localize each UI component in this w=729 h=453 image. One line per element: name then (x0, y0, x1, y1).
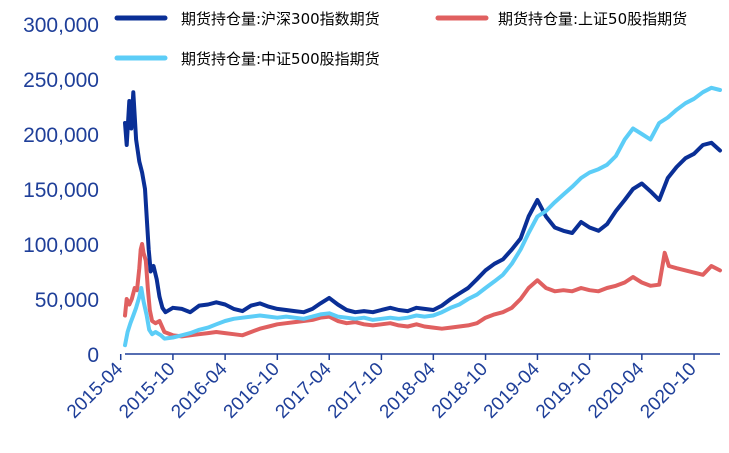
series-line-zz500 (123, 85, 722, 348)
y-tick-label: 200,000 (23, 124, 99, 147)
x-tick-label: 2018-10 (428, 359, 492, 423)
x-axis: 2015-042015-102016-042016-102017-042017-… (63, 353, 720, 423)
y-tick-label: 100,000 (23, 234, 99, 257)
legend-item-zz500: 期货持仓量:中证500股指期货 (114, 50, 380, 68)
legend: 期货持仓量:沪深300指数期货 期货持仓量:上证50股指期货 期货持仓量:中证5… (114, 10, 687, 68)
series-line-hs300 (123, 90, 722, 315)
y-tick-label: 250,000 (23, 69, 99, 92)
legend-label-sz50: 期货持仓量:上证50股指期货 (498, 10, 687, 28)
x-tick-label: 2018-04 (376, 358, 440, 422)
y-tick-label: 300,000 (23, 14, 99, 37)
legend-label-zz500: 期货持仓量:中证500股指期货 (181, 50, 380, 68)
plot-area (123, 85, 722, 348)
x-tick-label: 2019-04 (480, 358, 544, 422)
y-axis: 0 50,000 100,000 150,000 200,000 250,000 300,0… (23, 14, 99, 367)
series-line-sz50 (123, 242, 722, 339)
x-tick-label: 2015-04 (63, 358, 127, 422)
x-tick-label: 2017-04 (272, 358, 336, 422)
legend-item-hs300: 期货持仓量:沪深300指数期货 (114, 10, 380, 28)
x-tick-label: 2020-04 (584, 358, 648, 422)
legend-label-hs300: 期货持仓量:沪深300指数期货 (181, 10, 380, 28)
x-tick-label: 2016-10 (220, 359, 284, 423)
legend-item-sz50: 期货持仓量:上证50股指期货 (435, 10, 687, 28)
y-tick-label: 150,000 (23, 179, 99, 202)
y-tick-label: 0 (87, 344, 99, 367)
x-tick-label: 2016-04 (167, 358, 231, 422)
y-tick-label: 50,000 (35, 289, 99, 312)
x-tick-label: 2015-10 (115, 359, 179, 423)
x-tick-label: 2020-10 (636, 359, 700, 423)
x-tick-label: 2017-10 (324, 359, 388, 423)
x-tick-label: 2019-10 (532, 359, 596, 423)
